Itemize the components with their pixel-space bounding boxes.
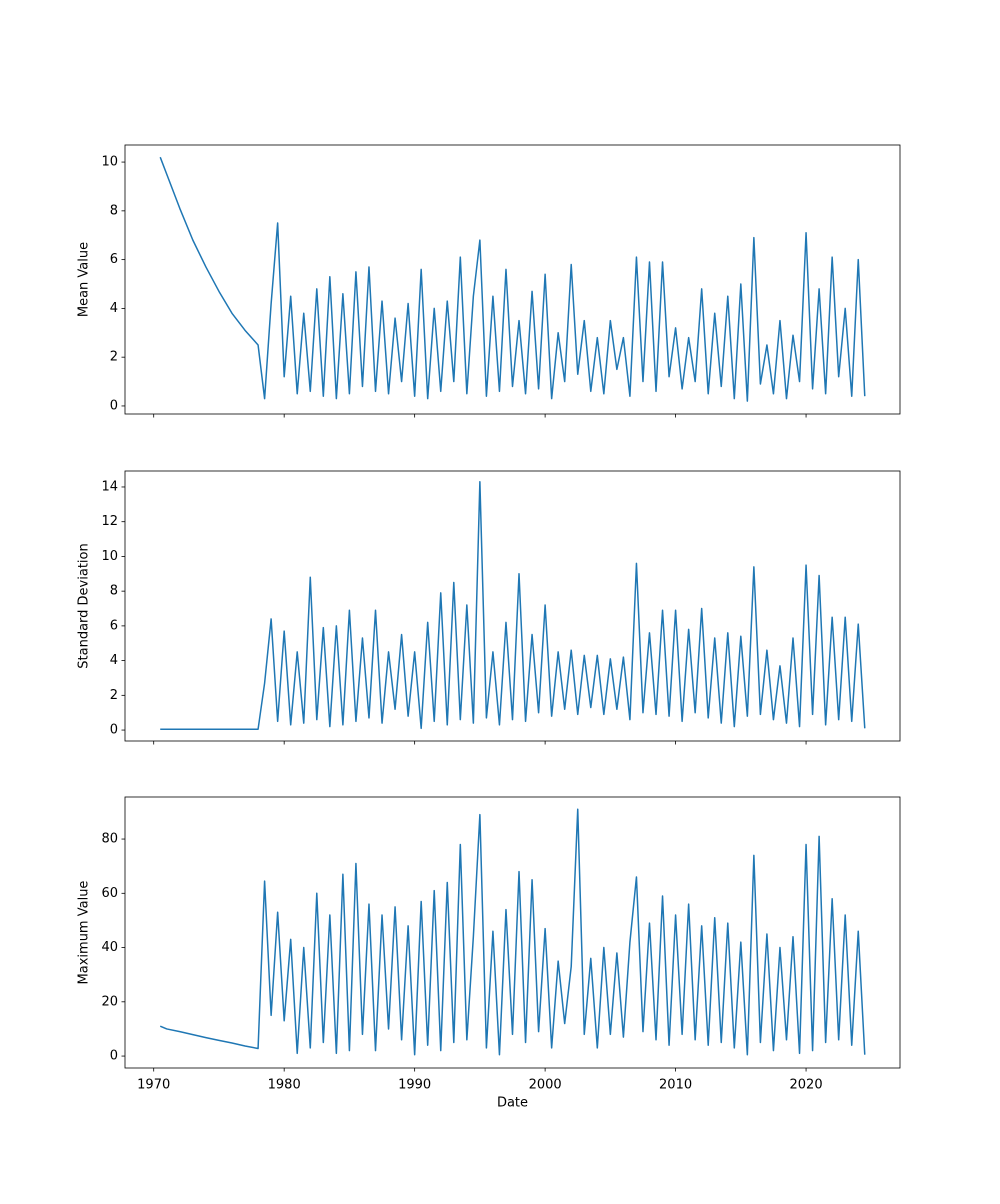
- y-tick-label: 4: [110, 301, 118, 316]
- axes-frame: [124, 470, 901, 742]
- axes-frame: [124, 144, 901, 415]
- y-tick-label: 14: [101, 479, 118, 494]
- axes-frame: [124, 796, 901, 1069]
- y-tick-label: 10: [101, 155, 118, 170]
- x-tick-label: 1970: [137, 1078, 170, 1093]
- y-tick-label: 10: [101, 549, 118, 564]
- y-tick-label: 2: [110, 350, 118, 365]
- y-tick-label: 6: [110, 252, 118, 267]
- y-tick-label: 0: [110, 1049, 118, 1064]
- y-axis-label: Maximum Value: [77, 881, 92, 985]
- x-tick-label: 2020: [790, 1078, 823, 1093]
- y-tick-label: 8: [110, 203, 118, 218]
- y-tick-label: 80: [101, 832, 118, 847]
- data-line: [160, 481, 866, 730]
- y-tick-label: 2: [110, 688, 118, 703]
- y-tick-label: 0: [110, 398, 118, 413]
- x-axis-label: Date: [497, 1096, 528, 1111]
- x-tick-label: 2010: [659, 1078, 692, 1093]
- y-tick-label: 4: [110, 653, 118, 668]
- y-tick-label: 20: [101, 994, 118, 1009]
- y-tick-label: 8: [110, 584, 118, 599]
- y-tick-label: 60: [101, 886, 118, 901]
- x-tick-label: 1990: [398, 1078, 431, 1093]
- x-tick-label: 2000: [529, 1078, 562, 1093]
- y-tick-label: 12: [101, 514, 118, 529]
- data-line: [159, 156, 866, 402]
- x-tick-label: 1980: [268, 1078, 301, 1093]
- y-axis-label: Mean Value: [77, 242, 92, 317]
- data-line: [159, 808, 866, 1056]
- y-tick-label: 40: [101, 940, 118, 955]
- y-axis-label: Standard Deviation: [77, 543, 92, 668]
- y-tick-label: 6: [110, 618, 118, 633]
- y-tick-label: 0: [110, 723, 118, 738]
